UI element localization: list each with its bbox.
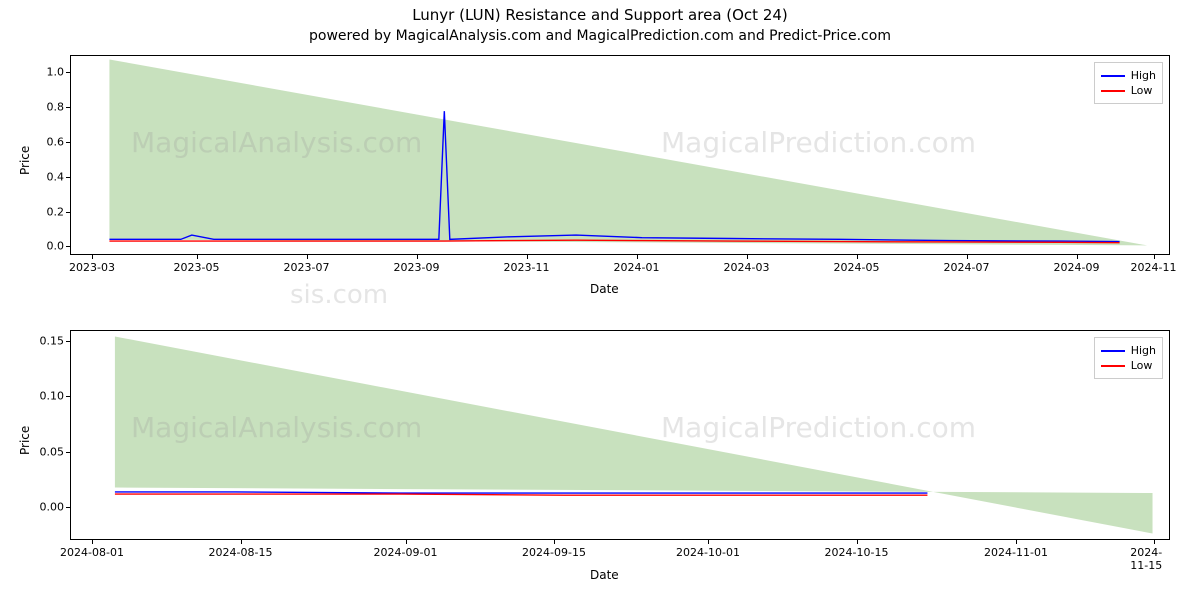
- resistance-support-area: [109, 59, 1147, 245]
- xtick-mark: [857, 540, 858, 544]
- legend-item-low: Low: [1101, 84, 1156, 97]
- top-chart-xlabel: Date: [590, 282, 619, 296]
- ytick-label: 0.6: [32, 135, 64, 148]
- ytick-mark: [66, 142, 70, 143]
- xtick-label: 2023-07: [284, 261, 330, 274]
- figure: Lunyr (LUN) Resistance and Support area …: [0, 0, 1200, 600]
- top-chart-legend: High Low: [1094, 62, 1163, 104]
- xtick-label: 2024-08-01: [60, 546, 124, 559]
- xtick-mark: [307, 255, 308, 259]
- title-sub: powered by MagicalAnalysis.com and Magic…: [0, 28, 1200, 44]
- xtick-label: 2023-03: [69, 261, 115, 274]
- ytick-mark: [66, 507, 70, 508]
- top-chart-ylabel: Price: [18, 146, 32, 175]
- legend-label-low: Low: [1131, 359, 1153, 372]
- xtick-mark: [92, 540, 93, 544]
- xtick-mark: [197, 255, 198, 259]
- bottom-chart-ylabel: Price: [18, 426, 32, 455]
- bottom-chart-legend: High Low: [1094, 337, 1163, 379]
- ytick-mark: [66, 452, 70, 453]
- bottom-chart-panel: MagicalAnalysis.com MagicalPrediction.co…: [70, 330, 1170, 540]
- xtick-mark: [1077, 255, 1078, 259]
- legend-swatch-low: [1101, 365, 1125, 367]
- xtick-mark: [1016, 540, 1017, 544]
- xtick-mark: [967, 255, 968, 259]
- xtick-mark: [527, 255, 528, 259]
- legend-swatch-high: [1101, 75, 1125, 77]
- ytick-label: 0.00: [32, 500, 64, 513]
- watermark-mid: sis.com: [290, 280, 388, 310]
- ytick-mark: [66, 107, 70, 108]
- legend-item-high: High: [1101, 69, 1156, 82]
- ytick-mark: [66, 396, 70, 397]
- xtick-label: 2024-08-15: [209, 546, 273, 559]
- ytick-label: 0.0: [32, 240, 64, 253]
- ytick-label: 0.8: [32, 101, 64, 114]
- ytick-label: 0.4: [32, 170, 64, 183]
- legend-item-low: Low: [1101, 359, 1156, 372]
- xtick-mark: [241, 540, 242, 544]
- xtick-label: 2024-11: [1131, 261, 1177, 274]
- resistance-support-area: [115, 336, 1153, 533]
- xtick-mark: [406, 540, 407, 544]
- legend-swatch-low: [1101, 90, 1125, 92]
- ytick-mark: [66, 177, 70, 178]
- xtick-label: 2024-09: [1054, 261, 1100, 274]
- ytick-label: 1.0: [32, 66, 64, 79]
- xtick-label: 2023-09: [394, 261, 440, 274]
- ytick-mark: [66, 212, 70, 213]
- legend-label-low: Low: [1131, 84, 1153, 97]
- xtick-label: 2024-10-15: [825, 546, 889, 559]
- xtick-label: 2024-10-01: [676, 546, 740, 559]
- xtick-mark: [1154, 255, 1155, 259]
- ytick-label: 0.10: [32, 390, 64, 403]
- legend-swatch-high: [1101, 350, 1125, 352]
- ytick-mark: [66, 341, 70, 342]
- title-main: Lunyr (LUN) Resistance and Support area …: [0, 6, 1200, 24]
- xtick-label: 2024-05: [834, 261, 880, 274]
- ytick-label: 0.2: [32, 205, 64, 218]
- legend-label-high: High: [1131, 69, 1156, 82]
- legend-item-high: High: [1101, 344, 1156, 357]
- xtick-mark: [92, 255, 93, 259]
- ytick-mark: [66, 72, 70, 73]
- xtick-label: 2024-03: [724, 261, 770, 274]
- top-chart-panel: MagicalAnalysis.com MagicalPrediction.co…: [70, 55, 1170, 255]
- xtick-mark: [637, 255, 638, 259]
- ytick-label: 0.15: [32, 335, 64, 348]
- xtick-label: 2024-11-15: [1130, 546, 1177, 572]
- series-low: [115, 494, 928, 495]
- xtick-label: 2023-05: [174, 261, 220, 274]
- series-high: [115, 492, 928, 493]
- xtick-mark: [554, 540, 555, 544]
- xtick-mark: [747, 255, 748, 259]
- xtick-mark: [857, 255, 858, 259]
- xtick-label: 2024-09-01: [374, 546, 438, 559]
- ytick-label: 0.05: [32, 445, 64, 458]
- xtick-label: 2023-11: [504, 261, 550, 274]
- xtick-label: 2024-07: [944, 261, 990, 274]
- xtick-mark: [708, 540, 709, 544]
- xtick-mark: [417, 255, 418, 259]
- xtick-label: 2024-09-15: [522, 546, 586, 559]
- xtick-label: 2024-11-01: [984, 546, 1048, 559]
- xtick-mark: [1154, 540, 1155, 544]
- ytick-mark: [66, 246, 70, 247]
- bottom-chart-xlabel: Date: [590, 568, 619, 582]
- top-chart-svg: [71, 56, 1169, 254]
- bottom-chart-svg: [71, 331, 1169, 539]
- legend-label-high: High: [1131, 344, 1156, 357]
- xtick-label: 2024-01: [614, 261, 660, 274]
